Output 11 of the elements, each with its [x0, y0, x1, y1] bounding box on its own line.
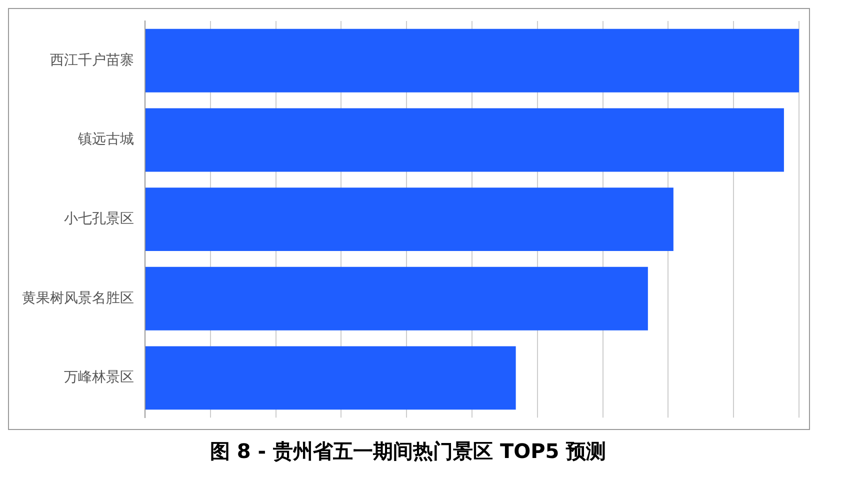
y-tick-label: 小七孔景区 — [64, 210, 134, 227]
y-tick-label: 黄果树风景名胜区 — [22, 290, 134, 306]
text: 图 8 - 贵州省五一期间热门景区 TOP5 预测 — [208, 438, 608, 465]
bar — [146, 108, 784, 172]
bar — [146, 346, 516, 410]
bar — [146, 28, 799, 92]
bar — [146, 266, 648, 330]
y-tick-label: 镇远古城 — [77, 132, 134, 148]
y-tick-label: 万峰林景区 — [64, 370, 134, 386]
y-tick-label: 西江千户苗寨 — [50, 52, 134, 68]
bar — [146, 188, 674, 252]
